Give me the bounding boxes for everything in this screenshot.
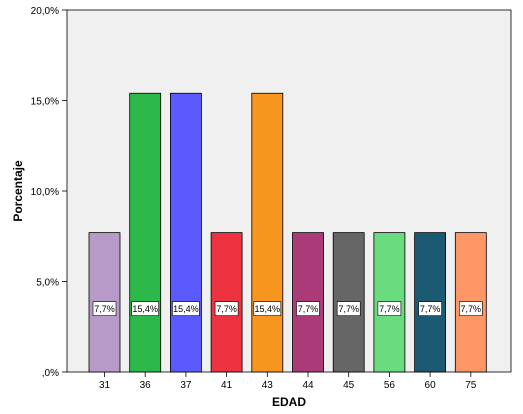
x-tick-label: 43 [262, 380, 274, 391]
data-label: 7,7% [94, 304, 115, 314]
data-label-box [296, 301, 320, 316]
data-label: 15,4% [132, 304, 158, 314]
data-label-box [214, 301, 239, 316]
data-label: 15,4% [173, 304, 199, 314]
data-label: 7,7% [420, 304, 441, 314]
data-label: 7,7% [379, 304, 400, 314]
data-label: 15,4% [255, 304, 281, 314]
data-label-box [458, 301, 483, 316]
bar-36 [129, 92, 162, 373]
y-tick-label: 15,0% [31, 97, 59, 108]
data-label: 7,7% [298, 304, 319, 314]
data-label-box [418, 301, 442, 316]
y-tick-label: 20,0% [31, 6, 59, 17]
y-tick-label: 5,0% [36, 278, 59, 289]
x-tick-label: 41 [221, 380, 233, 391]
y-axis-title: Porcentaje [11, 160, 25, 222]
x-tick-label: 56 [384, 380, 396, 391]
data-label: 7,7% [216, 304, 237, 314]
data-label-box [172, 301, 200, 316]
x-tick-label: 37 [180, 380, 192, 391]
x-tick-label: 36 [140, 380, 152, 391]
data-label-box [253, 301, 282, 316]
x-tick-label: 44 [302, 380, 314, 391]
data-label: 7,7% [338, 304, 359, 314]
x-tick-label: 75 [465, 380, 477, 391]
x-axis-title: EDAD [272, 395, 306, 409]
x-tick-label: 31 [99, 380, 111, 391]
data-label-box [131, 301, 159, 316]
x-tick-label: 60 [425, 380, 437, 391]
bar-37 [169, 92, 202, 373]
bar-43 [251, 92, 284, 373]
y-tick-label: 10,0% [31, 187, 59, 198]
data-label-box [92, 301, 117, 316]
data-label: 7,7% [461, 304, 482, 314]
y-tick-label: ,0% [42, 368, 59, 379]
x-tick-label: 45 [343, 380, 355, 391]
data-label-box [377, 301, 402, 316]
data-label-box [336, 301, 361, 316]
